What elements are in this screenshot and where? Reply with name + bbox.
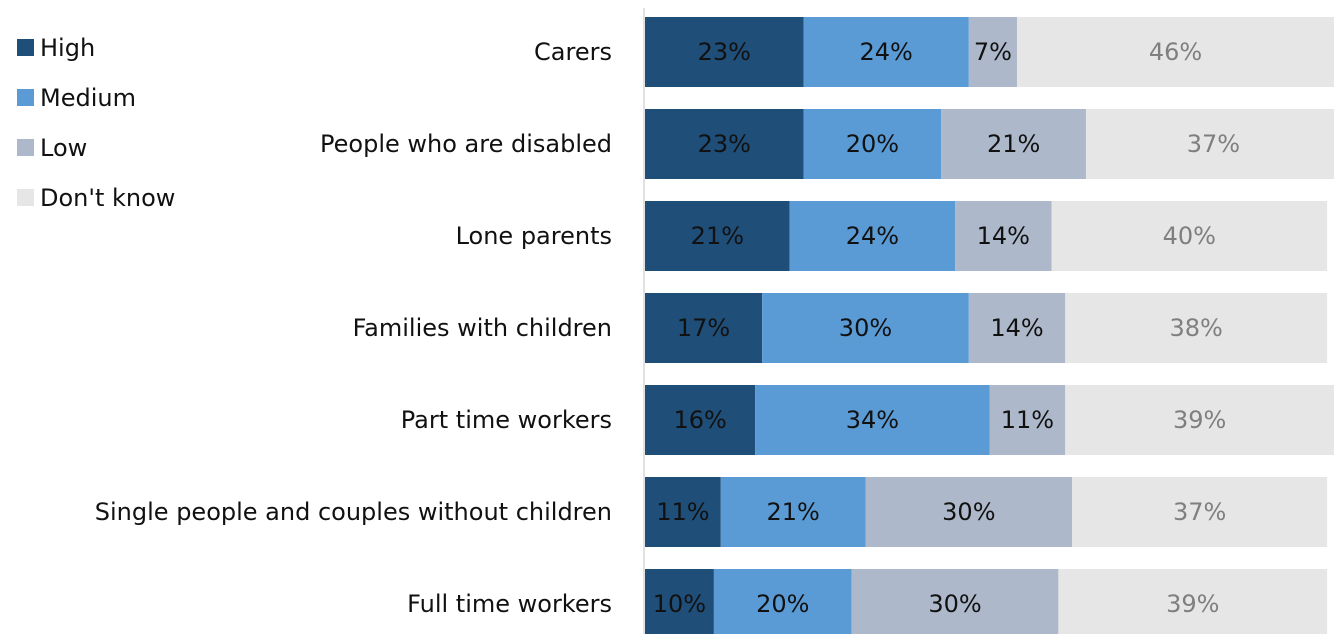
data-label-don-t-know-full-time-workers: 39% <box>1166 590 1219 618</box>
bars <box>645 17 1334 634</box>
bar-don-t-know-people-who-are-disabled <box>1085 109 1334 179</box>
legend-item-medium: Medium <box>17 84 136 112</box>
data-label-medium-single-people-and-couples-without-children: 21% <box>766 498 819 526</box>
bar-high-people-who-are-disabled <box>645 109 804 179</box>
category-label-carers: Carers <box>534 38 612 66</box>
bar-don-t-know-lone-parents <box>1051 201 1328 271</box>
bar-low-full-time-workers <box>851 569 1059 634</box>
category-label-part-time-workers: Part time workers <box>401 406 612 434</box>
category-label-people-who-are-disabled: People who are disabled <box>320 130 612 158</box>
legend-label-don-t-know: Don't know <box>40 184 175 212</box>
bar-medium-lone-parents <box>789 201 956 271</box>
data-label-medium-carers: 24% <box>859 38 912 66</box>
bar-high-carers <box>645 17 804 87</box>
data-label-high-part-time-workers: 16% <box>673 406 726 434</box>
legend-swatch-medium <box>17 89 34 106</box>
bar-don-t-know-part-time-workers <box>1065 385 1334 455</box>
bar-high-full-time-workers <box>645 569 714 634</box>
bar-medium-full-time-workers <box>713 569 852 634</box>
bar-low-lone-parents <box>955 201 1052 271</box>
bar-don-t-know-full-time-workers <box>1058 569 1328 634</box>
bar-medium-part-time-workers <box>755 385 990 455</box>
data-label-medium-lone-parents: 24% <box>846 222 899 250</box>
bar-medium-carers <box>803 17 969 87</box>
data-label-don-t-know-families-with-children: 38% <box>1170 314 1223 342</box>
data-label-don-t-know-part-time-workers: 39% <box>1173 406 1226 434</box>
data-label-medium-people-who-are-disabled: 20% <box>846 130 899 158</box>
legend-item-don-t-know: Don't know <box>17 184 175 212</box>
bar-don-t-know-families-with-children <box>1065 293 1328 363</box>
data-label-low-part-time-workers: 11% <box>1001 406 1054 434</box>
bar-high-families-with-children <box>645 293 763 363</box>
bar-medium-families-with-children <box>762 293 969 363</box>
bar-low-part-time-workers <box>989 385 1066 455</box>
bar-high-lone-parents <box>645 201 790 271</box>
bar-low-people-who-are-disabled <box>941 109 1086 179</box>
data-label-high-lone-parents: 21% <box>691 222 744 250</box>
data-label-high-people-who-are-disabled: 23% <box>698 130 751 158</box>
legend-label-medium: Medium <box>40 84 136 112</box>
data-label-low-people-who-are-disabled: 21% <box>987 130 1040 158</box>
data-label-don-t-know-single-people-and-couples-without-children: 37% <box>1173 498 1226 526</box>
category-label-families-with-children: Families with children <box>353 314 612 342</box>
category-labels: Carers People who are disabled Lone parent… <box>95 38 612 618</box>
data-label-high-carers: 23% <box>698 38 751 66</box>
legend: High Medium Low Don't know <box>17 34 175 212</box>
legend-swatch-don-t-know <box>17 189 34 206</box>
bar-high-single-people-and-couples-without-children <box>645 477 721 547</box>
category-label-full-time-workers: Full time workers <box>407 590 612 618</box>
bar-don-t-know-carers <box>1017 17 1334 87</box>
data-label-don-t-know-people-who-are-disabled: 37% <box>1187 130 1240 158</box>
data-label-high-families-with-children: 17% <box>677 314 730 342</box>
bar-low-single-people-and-couples-without-children <box>865 477 1073 547</box>
data-label-low-carers: 7% <box>974 38 1012 66</box>
data-label-low-single-people-and-couples-without-children: 30% <box>942 498 995 526</box>
data-label-medium-full-time-workers: 20% <box>756 590 809 618</box>
data-label-high-full-time-workers: 10% <box>653 590 706 618</box>
bar-medium-single-people-and-couples-without-children <box>720 477 866 547</box>
data-label-don-t-know-lone-parents: 40% <box>1163 222 1216 250</box>
bar-medium-people-who-are-disabled <box>803 109 942 179</box>
bar-don-t-know-single-people-and-couples-without-children <box>1072 477 1328 547</box>
legend-label-low: Low <box>40 134 87 162</box>
data-label-low-families-with-children: 14% <box>990 314 1043 342</box>
data-label-medium-families-with-children: 30% <box>839 314 892 342</box>
bar-high-part-time-workers <box>645 385 756 455</box>
legend-item-low: Low <box>17 134 87 162</box>
data-label-don-t-know-carers: 46% <box>1149 38 1202 66</box>
legend-item-high: High <box>17 34 95 62</box>
legend-swatch-high <box>17 39 34 56</box>
data-label-low-lone-parents: 14% <box>977 222 1030 250</box>
legend-swatch-low <box>17 139 34 156</box>
category-label-lone-parents: Lone parents <box>456 222 612 250</box>
bar-low-carers <box>968 17 1018 87</box>
data-label-medium-part-time-workers: 34% <box>846 406 899 434</box>
category-label-single-people-and-couples-without-children: Single people and couples without childr… <box>95 498 612 526</box>
legend-label-high: High <box>40 34 95 62</box>
data-label-high-single-people-and-couples-without-children: 11% <box>656 498 709 526</box>
bar-low-families-with-children <box>968 293 1066 363</box>
data-label-low-full-time-workers: 30% <box>928 590 981 618</box>
bar-data-labels: 23% 24% 7% 46% 23% 20% 21% 37% 21% 24% 14% 40% 17% 30… <box>653 38 1240 618</box>
